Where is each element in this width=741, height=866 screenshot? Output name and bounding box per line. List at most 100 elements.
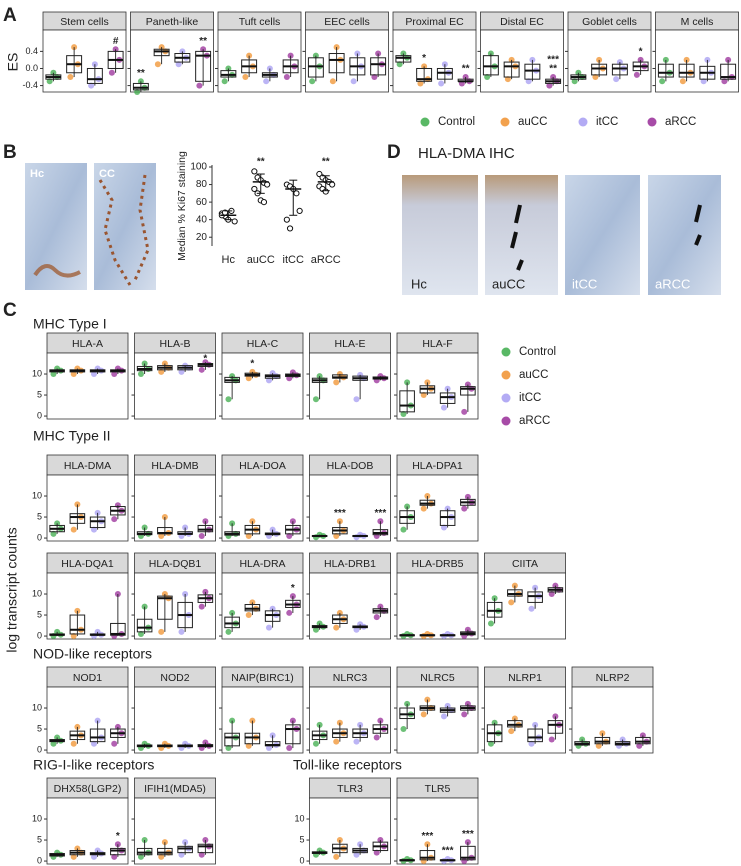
point — [440, 713, 447, 720]
point — [225, 396, 232, 403]
point — [70, 371, 77, 378]
point — [111, 516, 118, 523]
strip-title: CIITA — [512, 558, 538, 570]
legend-swatch — [500, 117, 510, 127]
point — [504, 76, 511, 83]
y-tick-label: 20 — [196, 232, 208, 243]
point — [231, 218, 238, 225]
strip-title: EEC cells — [324, 16, 370, 28]
point — [242, 74, 249, 81]
significance: * — [422, 53, 426, 64]
box — [264, 610, 281, 622]
point — [88, 82, 95, 89]
y-axis-title: log transcript counts — [4, 527, 20, 652]
box — [395, 55, 412, 63]
y-tick-label: 5 — [37, 723, 42, 733]
panel-label: A — [3, 5, 17, 26]
strip-title: HLA-A — [72, 338, 103, 350]
point — [487, 620, 494, 627]
point — [245, 375, 252, 382]
box — [153, 48, 170, 57]
y-axis-title: Median % Ki67 staining — [176, 151, 188, 261]
image-label: CC — [99, 168, 115, 180]
point — [90, 740, 97, 747]
y-tick-label: 10 — [294, 813, 304, 823]
box — [436, 67, 453, 80]
significance: *** — [462, 829, 474, 840]
box — [507, 720, 523, 728]
point — [548, 591, 555, 598]
point — [461, 505, 468, 512]
micrograph — [485, 175, 558, 295]
strip-title: HLA-DQB1 — [149, 558, 202, 570]
strip-title: HLA-DPA1 — [412, 460, 463, 472]
point — [50, 530, 57, 537]
y-tick-label: 0 — [37, 532, 42, 542]
point — [198, 366, 205, 373]
box — [285, 724, 301, 745]
box — [136, 618, 153, 633]
legend-swatch — [501, 416, 511, 426]
point — [440, 524, 447, 531]
strip-title: NOD1 — [73, 672, 102, 684]
panel — [221, 686, 304, 754]
box — [635, 736, 651, 745]
point — [293, 190, 300, 197]
strip-title: NAIP(BIRC1) — [231, 672, 293, 684]
significance: # — [113, 36, 119, 47]
y-tick-label: 0 — [37, 630, 42, 640]
legend-label: itCC — [596, 116, 618, 128]
legend-label: aRCC — [665, 116, 696, 128]
y-tick-label: 0 — [299, 855, 304, 865]
box — [132, 82, 149, 91]
point — [329, 78, 336, 85]
point — [286, 225, 294, 232]
strip-title: HLA-DRA — [239, 558, 285, 570]
point — [508, 728, 515, 735]
point — [264, 181, 271, 188]
x-tick-label: auCC — [247, 254, 275, 266]
strip-title: HLA-F — [422, 338, 452, 350]
point — [46, 78, 53, 85]
point — [312, 740, 319, 747]
strip-title: Distal EC — [500, 16, 544, 28]
point — [198, 603, 205, 610]
box — [591, 63, 608, 76]
panel-title: HLA-DMA IHC — [418, 145, 515, 162]
legend-label: auCC — [519, 369, 548, 381]
strip-title: NLRP2 — [596, 672, 630, 684]
micrograph — [565, 175, 640, 295]
point — [70, 526, 77, 533]
point — [221, 78, 228, 85]
strip-title: Stem cells — [60, 16, 108, 28]
point — [420, 392, 427, 399]
micrograph — [648, 175, 721, 295]
box — [244, 732, 261, 745]
significance: * — [250, 359, 254, 370]
significance: * — [203, 354, 207, 365]
legend-swatch — [578, 117, 588, 127]
panel-label: B — [3, 142, 17, 163]
strip-title: NLRP1 — [508, 672, 542, 684]
panel — [396, 686, 479, 754]
panel — [309, 352, 391, 420]
panel — [46, 572, 129, 640]
point — [420, 505, 427, 512]
point — [525, 78, 532, 85]
panel — [42, 29, 127, 93]
point — [251, 168, 258, 175]
point — [196, 82, 203, 89]
legend-swatch — [501, 370, 511, 380]
point — [158, 368, 165, 375]
point — [90, 526, 97, 533]
box — [416, 67, 433, 82]
box — [69, 513, 86, 524]
point — [438, 80, 445, 87]
point — [508, 599, 515, 606]
point — [70, 853, 77, 860]
significance: *** — [375, 508, 387, 519]
point — [251, 185, 258, 193]
box — [89, 728, 106, 743]
y-tick-label: 10 — [32, 588, 42, 598]
box — [439, 392, 456, 404]
